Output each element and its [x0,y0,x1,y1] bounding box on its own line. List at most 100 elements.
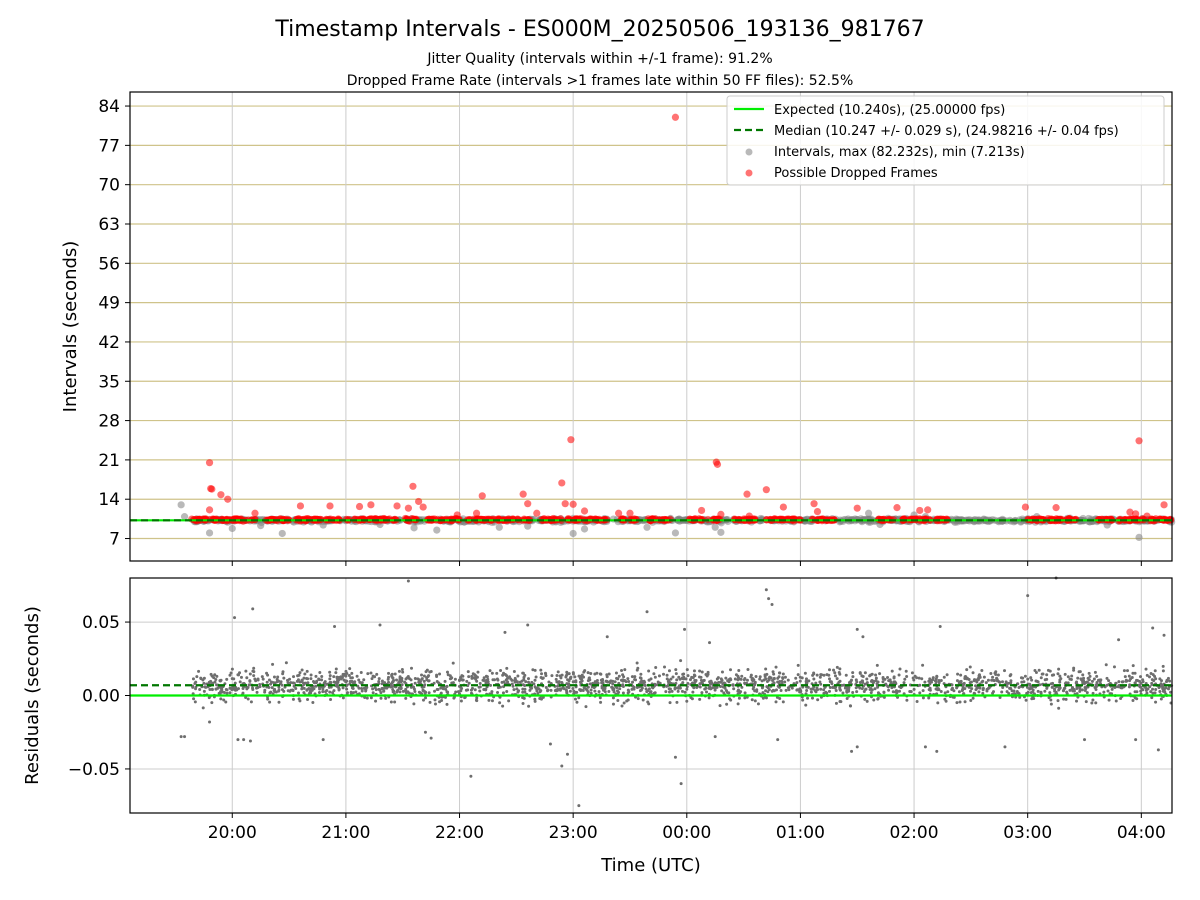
residual-point [424,670,428,674]
residual-point [1068,677,1072,681]
residual-point [1131,698,1135,702]
residual-point [433,689,437,693]
residual-point [522,696,526,700]
residual-point [541,695,545,699]
residual-point [694,678,698,682]
residual-point [321,690,325,694]
residual-point [586,671,590,675]
residual-point [487,698,491,702]
residual-point [475,699,479,703]
residual-point [248,672,252,676]
residual-point [291,697,295,701]
residual-point [397,669,401,673]
residual-point [389,700,393,704]
residual-point [556,670,560,674]
dropped-frame-point [745,512,753,520]
residual-point [359,671,363,675]
residual-point [275,677,279,681]
residual-point [1078,670,1082,674]
residual-point [512,669,516,673]
residual-point [1088,674,1092,678]
residual-point [456,690,460,694]
residual-point [1141,680,1145,684]
residual-point [796,663,800,667]
residual-point [908,690,912,694]
dropped-frame-point [205,506,214,514]
residual-point [814,681,818,685]
residual-point [427,679,431,683]
residual-point [410,666,414,670]
residual-point [1080,688,1084,692]
residual-point [812,677,816,681]
residual-point [1039,676,1043,680]
residual-point [812,671,816,675]
residual-point [565,672,569,676]
residual-point [1005,684,1009,688]
residual-point [822,688,826,692]
residual-point [1066,675,1070,679]
residual-point [467,681,471,685]
residual-point [1076,676,1080,680]
residual-point [505,666,509,670]
residual-point [855,745,859,749]
residual-point [289,681,293,685]
residual-point [842,683,846,687]
residual-point [282,676,286,680]
intervals-plot-border [129,91,1173,562]
residual-point [692,686,696,690]
residual-point [1130,675,1134,679]
residual-point [994,670,998,674]
residual-point [855,627,859,631]
residual-point [781,700,785,704]
intervals-panel: 7 14 21 28 35 42 49 56 63 70 77 84 Intervals (secon… [60,91,1176,566]
residual-point [599,672,603,676]
residual-point [621,691,625,695]
residual-point [627,680,631,684]
residual-point [832,668,836,672]
residual-point [682,672,686,676]
dropped-frame-point [409,482,417,490]
residual-point [863,671,867,675]
residual-point [698,682,702,686]
residual-point [661,672,665,676]
dropped-frame-point [626,509,634,517]
residual-point [210,701,214,705]
residual-point [934,680,938,684]
residual-point [1022,680,1026,684]
residual-point [921,663,925,667]
residual-point [324,690,328,694]
residual-point [589,688,593,692]
residual-point [527,680,531,684]
residual-point [473,688,477,692]
residual-point [1159,679,1163,683]
interval-point [580,525,589,533]
residual-point [671,675,675,679]
residual-point [1057,706,1061,710]
residual-point [312,679,316,683]
residual-point [837,670,841,674]
time-x-tick-label: 02:00 [890,823,939,843]
residual-point [309,677,313,681]
residual-point [1110,687,1114,691]
residual-point [1075,692,1079,696]
residual-point [183,735,187,739]
residuals-y-ticks: −0.05 0.00 0.05 [68,613,130,780]
residual-point [740,685,744,689]
residual-point [676,686,680,690]
time-x-tick-label: 22:00 [435,823,484,843]
residual-point [204,685,208,689]
residual-point [686,674,690,678]
residual-point [501,704,505,708]
residual-point [567,679,571,683]
residual-point [894,690,898,694]
residual-point [453,677,457,681]
residual-point [622,701,626,705]
residual-point [521,671,525,675]
residual-point [1108,692,1112,696]
dropped-frame-point [743,490,751,498]
time-x-tick-label: 03:00 [1003,823,1052,843]
residual-point [722,691,726,695]
residual-point [912,678,916,682]
residual-point [635,661,639,665]
residual-point [433,702,437,706]
